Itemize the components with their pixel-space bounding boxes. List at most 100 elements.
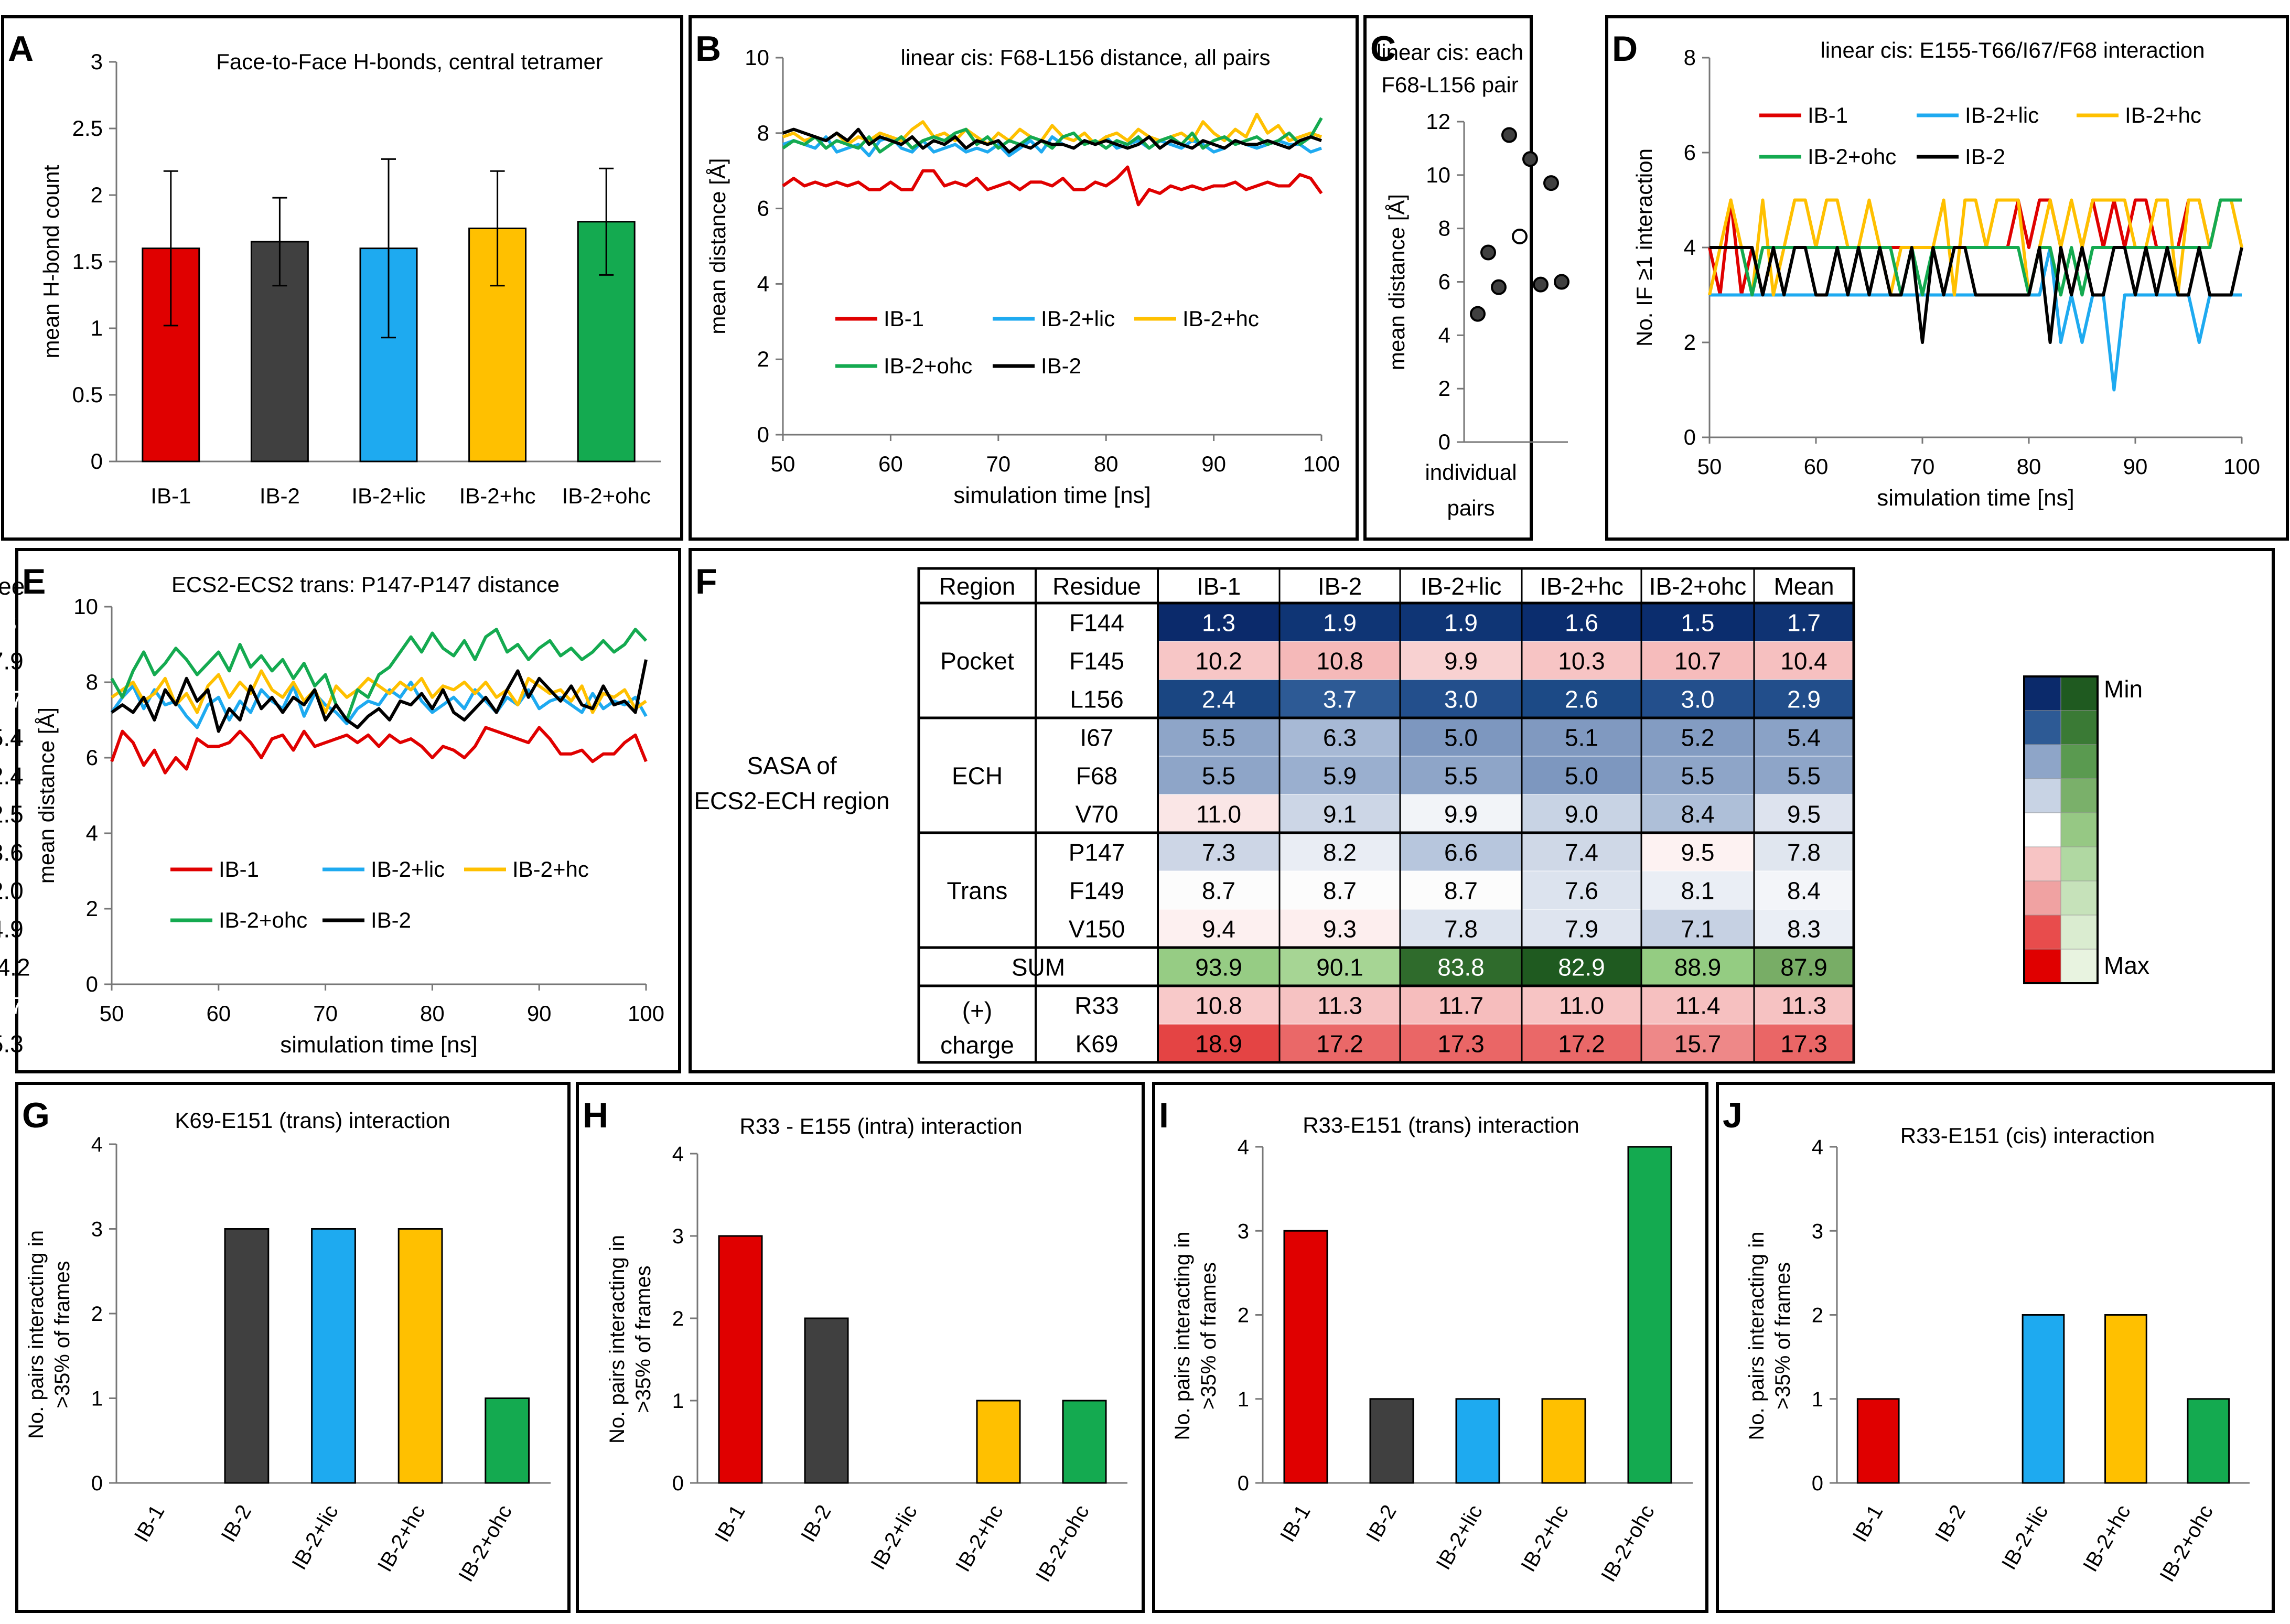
panel-f-cell: 5.1: [1565, 724, 1598, 751]
panel-f-cell: 17.3: [1780, 1030, 1827, 1058]
panel-f-header-cell: IB-2+lic: [1421, 573, 1502, 600]
panel-c-point: [1522, 151, 1538, 167]
panel-e-y-label: mean distance [Å]: [34, 707, 59, 884]
panel-b-x-tick-label: 80: [1094, 451, 1119, 476]
panel-f-cell-bg: [1279, 794, 1401, 833]
panel-f-residue-cell: F149: [1069, 877, 1124, 905]
panel-j-title: R33-E151 (cis) interaction: [1900, 1123, 2155, 1148]
panel-f-residue-cell: R33: [1074, 992, 1119, 1019]
panel-d-x-label: simulation time [ns]: [1877, 485, 2074, 511]
panel-b-y-tick-label: 4: [757, 271, 769, 296]
panel-j-y-tick-label: 4: [1812, 1136, 1823, 1159]
panel-f-cell-bg: [1521, 832, 1642, 872]
panel-f-cell-bg: [1641, 870, 1755, 910]
panel-h-border: [576, 1082, 1145, 1613]
panel-h-x-tick-label: IB-2+lic: [866, 1501, 921, 1574]
panel-i-y-label: >35% of frames: [1197, 1262, 1220, 1410]
panel-f-scale-cell: [2024, 915, 2061, 950]
panel-g-x-tick-label: IB-2+ohc: [454, 1501, 517, 1586]
panel-b-title: linear cis: F68-L156 distance, all pairs: [900, 45, 1270, 70]
panel-j-border: [1716, 1082, 2275, 1613]
panel-h-bar-ib-1: [718, 1235, 763, 1484]
panel-f-cell: 9.9: [1444, 648, 1478, 675]
panel-f-header-cell: IB-2+ohc: [1649, 573, 1746, 600]
panel-a-y-tick-label: 1.5: [72, 249, 103, 274]
panel-f-cell: 13.6: [0, 839, 24, 866]
panel-a-y-tick-label: 2: [91, 182, 103, 207]
panel-f-cell-bg: [1754, 756, 1854, 795]
panel-f-cell-bg: [1400, 1024, 1522, 1063]
panel-f-cell: 144.2: [0, 954, 30, 981]
panel-f-cell-bg: [1754, 1024, 1854, 1063]
panel-g-x-tick-label: IB-2+hc: [373, 1501, 430, 1576]
panel-j-y-tick-label: 2: [1812, 1304, 1823, 1327]
panel-h-x-tick-label: IB-2: [797, 1501, 836, 1546]
panel-f-scale-cell: [2060, 915, 2098, 950]
panel-h-bar-ib-2: [804, 1317, 849, 1484]
panel-f-cell: 90.1: [1316, 954, 1363, 981]
panel-c-y-tick-label: 8: [1438, 216, 1450, 241]
panel-f-cell-bg: [1521, 641, 1642, 680]
panel-f-group-label: (+): [962, 997, 993, 1024]
panel-f-cell-bg: [1754, 794, 1854, 833]
panel-f-cell-bg: [1279, 870, 1401, 910]
panel-j-bar-ib-2-hc: [2104, 1314, 2147, 1484]
panel-h-y-tick-label: 1: [672, 1390, 684, 1413]
panel-f-cell: 7.4: [1565, 839, 1598, 866]
panel-a-x-tick-label: IB-2+ohc: [562, 483, 651, 508]
panel-j-x-tick-label: IB-2+lic: [1997, 1501, 2052, 1574]
panel-f-scale-cell: [2060, 949, 2098, 984]
panel-g-y-tick-label: 0: [91, 1472, 103, 1495]
panel-a-border: [1, 15, 683, 541]
panel-f-table: Region Residue IB-1 IB-2 IB-2+lic IB-2+hc IB-2…: [0, 567, 2149, 1064]
panel-f-cell-bg: [1754, 947, 1854, 986]
panel-f-header-cell: IB-1: [1197, 573, 1241, 600]
panel-g-y-tick-label: 4: [91, 1133, 103, 1156]
panel-a-x-tick-label: IB-1: [150, 483, 191, 508]
panel-f-cell: 9.0: [1565, 801, 1598, 828]
panel-j-letter: J: [1723, 1095, 1743, 1135]
panel-f-cell-bg: [1279, 717, 1401, 757]
panel-f-cell: 10.3: [1558, 648, 1605, 675]
panel-b-y-tick-label: 10: [745, 45, 769, 70]
panel-f-table-frame: [917, 567, 1855, 1064]
panel-c-point: [1491, 279, 1507, 295]
panel-i-title: R33-E151 (trans) interaction: [1303, 1113, 1579, 1137]
panel-b-legend-label: IB-2+ohc: [884, 353, 972, 378]
panel-f-scale-cell: [2060, 880, 2098, 916]
panel-b-x-label: simulation time [ns]: [953, 482, 1151, 508]
panel-e-y-tick-label: 0: [86, 972, 98, 996]
panel-f-group-label: Trans: [947, 877, 1008, 905]
panel-h-x-tick-label: IB-1: [711, 1501, 750, 1546]
panel-b-legend-label: IB-2: [1041, 353, 1081, 378]
panel-f-scale-cell: [2060, 710, 2098, 745]
panel-f-cell: 11.4: [1675, 992, 1720, 1019]
panel-i-bar-ib-1: [1283, 1230, 1328, 1484]
panel-f-cell: 5.5: [1681, 762, 1715, 790]
panel-e-x-tick-label: 90: [527, 1001, 552, 1026]
panel-f-residue-cell: F145: [1069, 648, 1124, 675]
panel-f-cell: 11.7: [1438, 992, 1483, 1019]
panel-j-y-label: No. pairs interacting in: [1745, 1232, 1768, 1440]
panel-b-y-tick-label: 0: [757, 422, 769, 447]
panel-f-residue-cell: I67: [1080, 724, 1114, 751]
panel-b-y-tick-label: 2: [757, 347, 769, 371]
panel-g-y-label: No. pairs interacting in: [25, 1230, 48, 1439]
panel-f-cell: 8.3: [1787, 916, 1821, 943]
panel-f-cell: 7.1: [1681, 916, 1715, 943]
panel-i-y-label: No. pairs interacting in: [1171, 1232, 1194, 1440]
panel-d-legend-label: IB-2: [1965, 144, 2005, 169]
panel-f-cell: 5.5: [1202, 724, 1235, 751]
panel-h-title: R33 - E155 (intra) interaction: [739, 1114, 1022, 1138]
panel-f-cell: 87.9: [1780, 954, 1827, 981]
panel-a-x-tick-label: IB-2+lic: [351, 483, 425, 508]
panel-d-y-tick-label: 4: [1684, 235, 1696, 260]
panel-f-cell: 8.1: [1681, 877, 1715, 905]
panel-e-x-tick-label: 60: [206, 1001, 231, 1026]
panel-f-cell-bg: [1400, 679, 1522, 718]
panel-i-y-tick-label: 2: [1238, 1304, 1249, 1327]
panel-e-x-tick-label: 100: [628, 1001, 664, 1026]
panel-e-x-tick-label: 80: [420, 1001, 445, 1026]
panel-f-cell: 11.0: [1559, 992, 1604, 1019]
panel-e-legend-label: IB-2+lic: [371, 857, 445, 881]
